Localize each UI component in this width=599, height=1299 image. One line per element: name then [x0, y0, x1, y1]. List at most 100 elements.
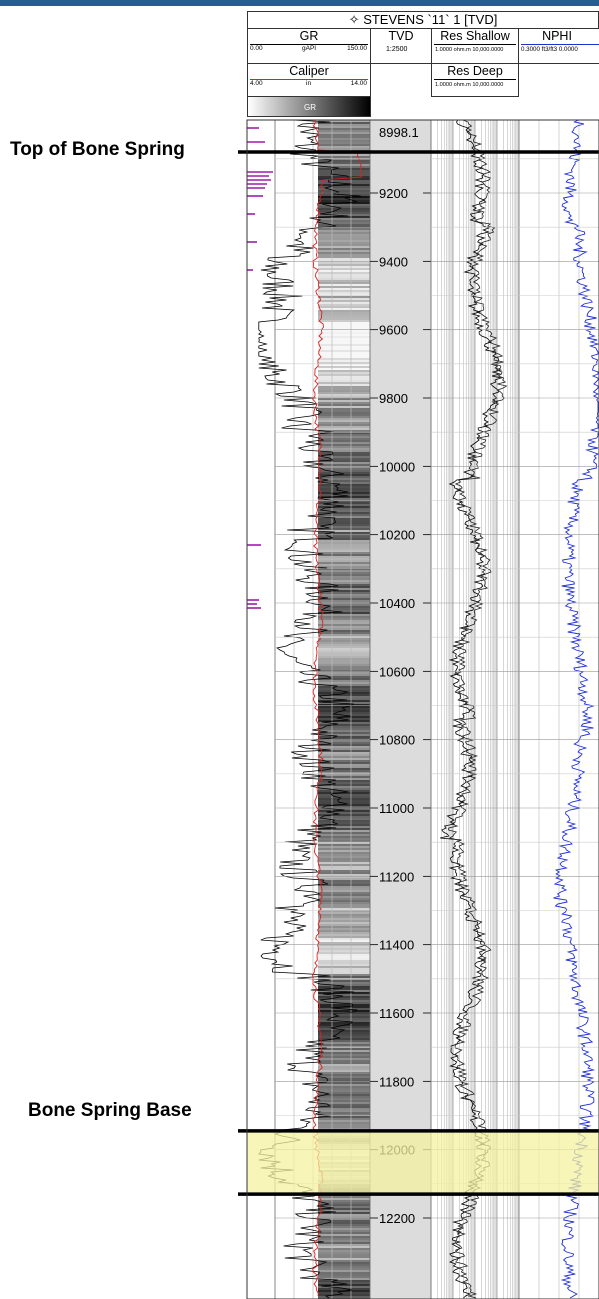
gr-shade-band	[318, 532, 370, 534]
gr-shade-band	[318, 736, 370, 738]
gr-shade-band	[318, 162, 370, 164]
gr-shade-band	[318, 870, 370, 872]
caliper-scale-unit: in	[306, 80, 312, 87]
gr-shade-band	[318, 626, 370, 628]
caliper-scale-min: 4.00	[250, 80, 263, 87]
gr-shade-band	[318, 462, 370, 464]
gr-shade-band	[318, 330, 370, 332]
gr-shade-band	[318, 1284, 370, 1286]
gr-shade-band	[318, 564, 370, 566]
gr-shade-band	[318, 354, 370, 356]
gr-shade-band	[318, 1196, 370, 1198]
gr-shade-band	[318, 206, 370, 208]
gr-shade-band	[318, 302, 370, 304]
gr-shade-band	[318, 502, 370, 504]
gr-shade-band	[318, 836, 370, 838]
gr-shade-band	[318, 862, 370, 864]
gr-shade-band	[318, 334, 370, 336]
gr-shade-band	[318, 1030, 370, 1032]
gr-shade-band	[318, 858, 370, 860]
gr-shade-band	[318, 298, 370, 300]
gr-shade-band	[318, 570, 370, 572]
gr-shade-band	[318, 764, 370, 766]
gr-shade-band	[318, 912, 370, 914]
gr-shade-band	[318, 686, 370, 688]
gr-shade-band	[318, 504, 370, 506]
well-title-header: ✧ STEVENS `11` 1 [TVD]	[247, 11, 599, 29]
gr-scale-line	[250, 44, 368, 45]
gr-shade-band	[318, 884, 370, 886]
gr-shade-band	[318, 1068, 370, 1070]
res-shallow-track-name: Res Shallow	[440, 29, 510, 43]
gr-shade-band	[318, 454, 370, 456]
gr-shade-band	[318, 428, 370, 430]
gr-shade-band	[318, 1052, 370, 1054]
gr-shade-band	[318, 1252, 370, 1254]
gr-shade-band	[318, 370, 370, 372]
gr-shade-band	[318, 580, 370, 582]
gr-shade-band	[318, 798, 370, 800]
gr-track-name: GR	[299, 29, 319, 43]
gr-shade-band	[318, 584, 370, 586]
gr-shade-band	[318, 254, 370, 256]
gr-shade-band	[318, 390, 370, 392]
gr-shade-band	[318, 178, 370, 180]
gr-shade-band	[318, 288, 370, 290]
gr-shade-band	[318, 914, 370, 916]
caliper-scale-max: 14.00	[350, 80, 367, 87]
gr-shade-band	[318, 1018, 370, 1020]
gr-shade-band	[318, 558, 370, 560]
gr-shade-band	[318, 1274, 370, 1276]
gr-shade-band	[318, 220, 370, 222]
gr-shade-band	[318, 816, 370, 818]
gr-shade-band	[318, 134, 370, 136]
gr-shade-band	[318, 552, 370, 554]
tvd-tick-label: 8998.1	[379, 125, 419, 140]
gr-shade-band	[318, 566, 370, 568]
gr-shade-band	[318, 722, 370, 724]
gr-shade-band	[318, 1036, 370, 1038]
gr-shade-band	[318, 312, 370, 314]
gr-shade-band	[318, 682, 370, 684]
gr-shade-band	[318, 738, 370, 740]
gr-shade-band	[318, 514, 370, 516]
gr-shade-band	[318, 842, 370, 844]
gr-shade-band	[318, 506, 370, 508]
gr-shade-band	[318, 758, 370, 760]
gr-shade-band	[318, 142, 370, 144]
gr-shade-band	[318, 204, 370, 206]
gr-shade-band	[318, 918, 370, 920]
gr-shade-band	[318, 1116, 370, 1118]
gr-shade-band	[318, 518, 370, 520]
gr-shade-band	[318, 646, 370, 648]
gr-shade-band	[318, 544, 370, 546]
gr-shade-band	[318, 316, 370, 318]
res-deep-header: Res Deep 1.0000 ohm.m 10,000.0000	[431, 63, 519, 97]
gr-shade-band	[318, 388, 370, 390]
gr-shade-band	[318, 376, 370, 378]
gr-shade-band	[318, 740, 370, 742]
gr-shade-band	[318, 328, 370, 330]
gr-shade-band	[318, 234, 370, 236]
gr-shade-band	[318, 436, 370, 438]
gr-shade-band	[318, 392, 370, 394]
gr-shade-band	[318, 394, 370, 396]
gr-shade-band	[318, 520, 370, 522]
gr-shade-band	[318, 434, 370, 436]
gr-shade-band	[318, 664, 370, 666]
gr-shade-band	[318, 120, 370, 122]
gr-shade-band	[318, 362, 370, 364]
gr-shade-band	[318, 876, 370, 878]
gr-scale-unit: gAPI	[302, 45, 317, 52]
gr-shade-band	[318, 1276, 370, 1278]
gr-shade-band	[318, 1278, 370, 1280]
gr-shade-band	[318, 1062, 370, 1064]
gr-shade-band	[318, 410, 370, 412]
gr-shade-band	[318, 674, 370, 676]
tvd-track	[369, 119, 432, 1299]
gr-shade-band	[318, 1088, 370, 1090]
gr-shade-band	[318, 146, 370, 148]
gr-shade-band	[318, 450, 370, 452]
res-deep-track-name: Res Deep	[447, 64, 503, 78]
